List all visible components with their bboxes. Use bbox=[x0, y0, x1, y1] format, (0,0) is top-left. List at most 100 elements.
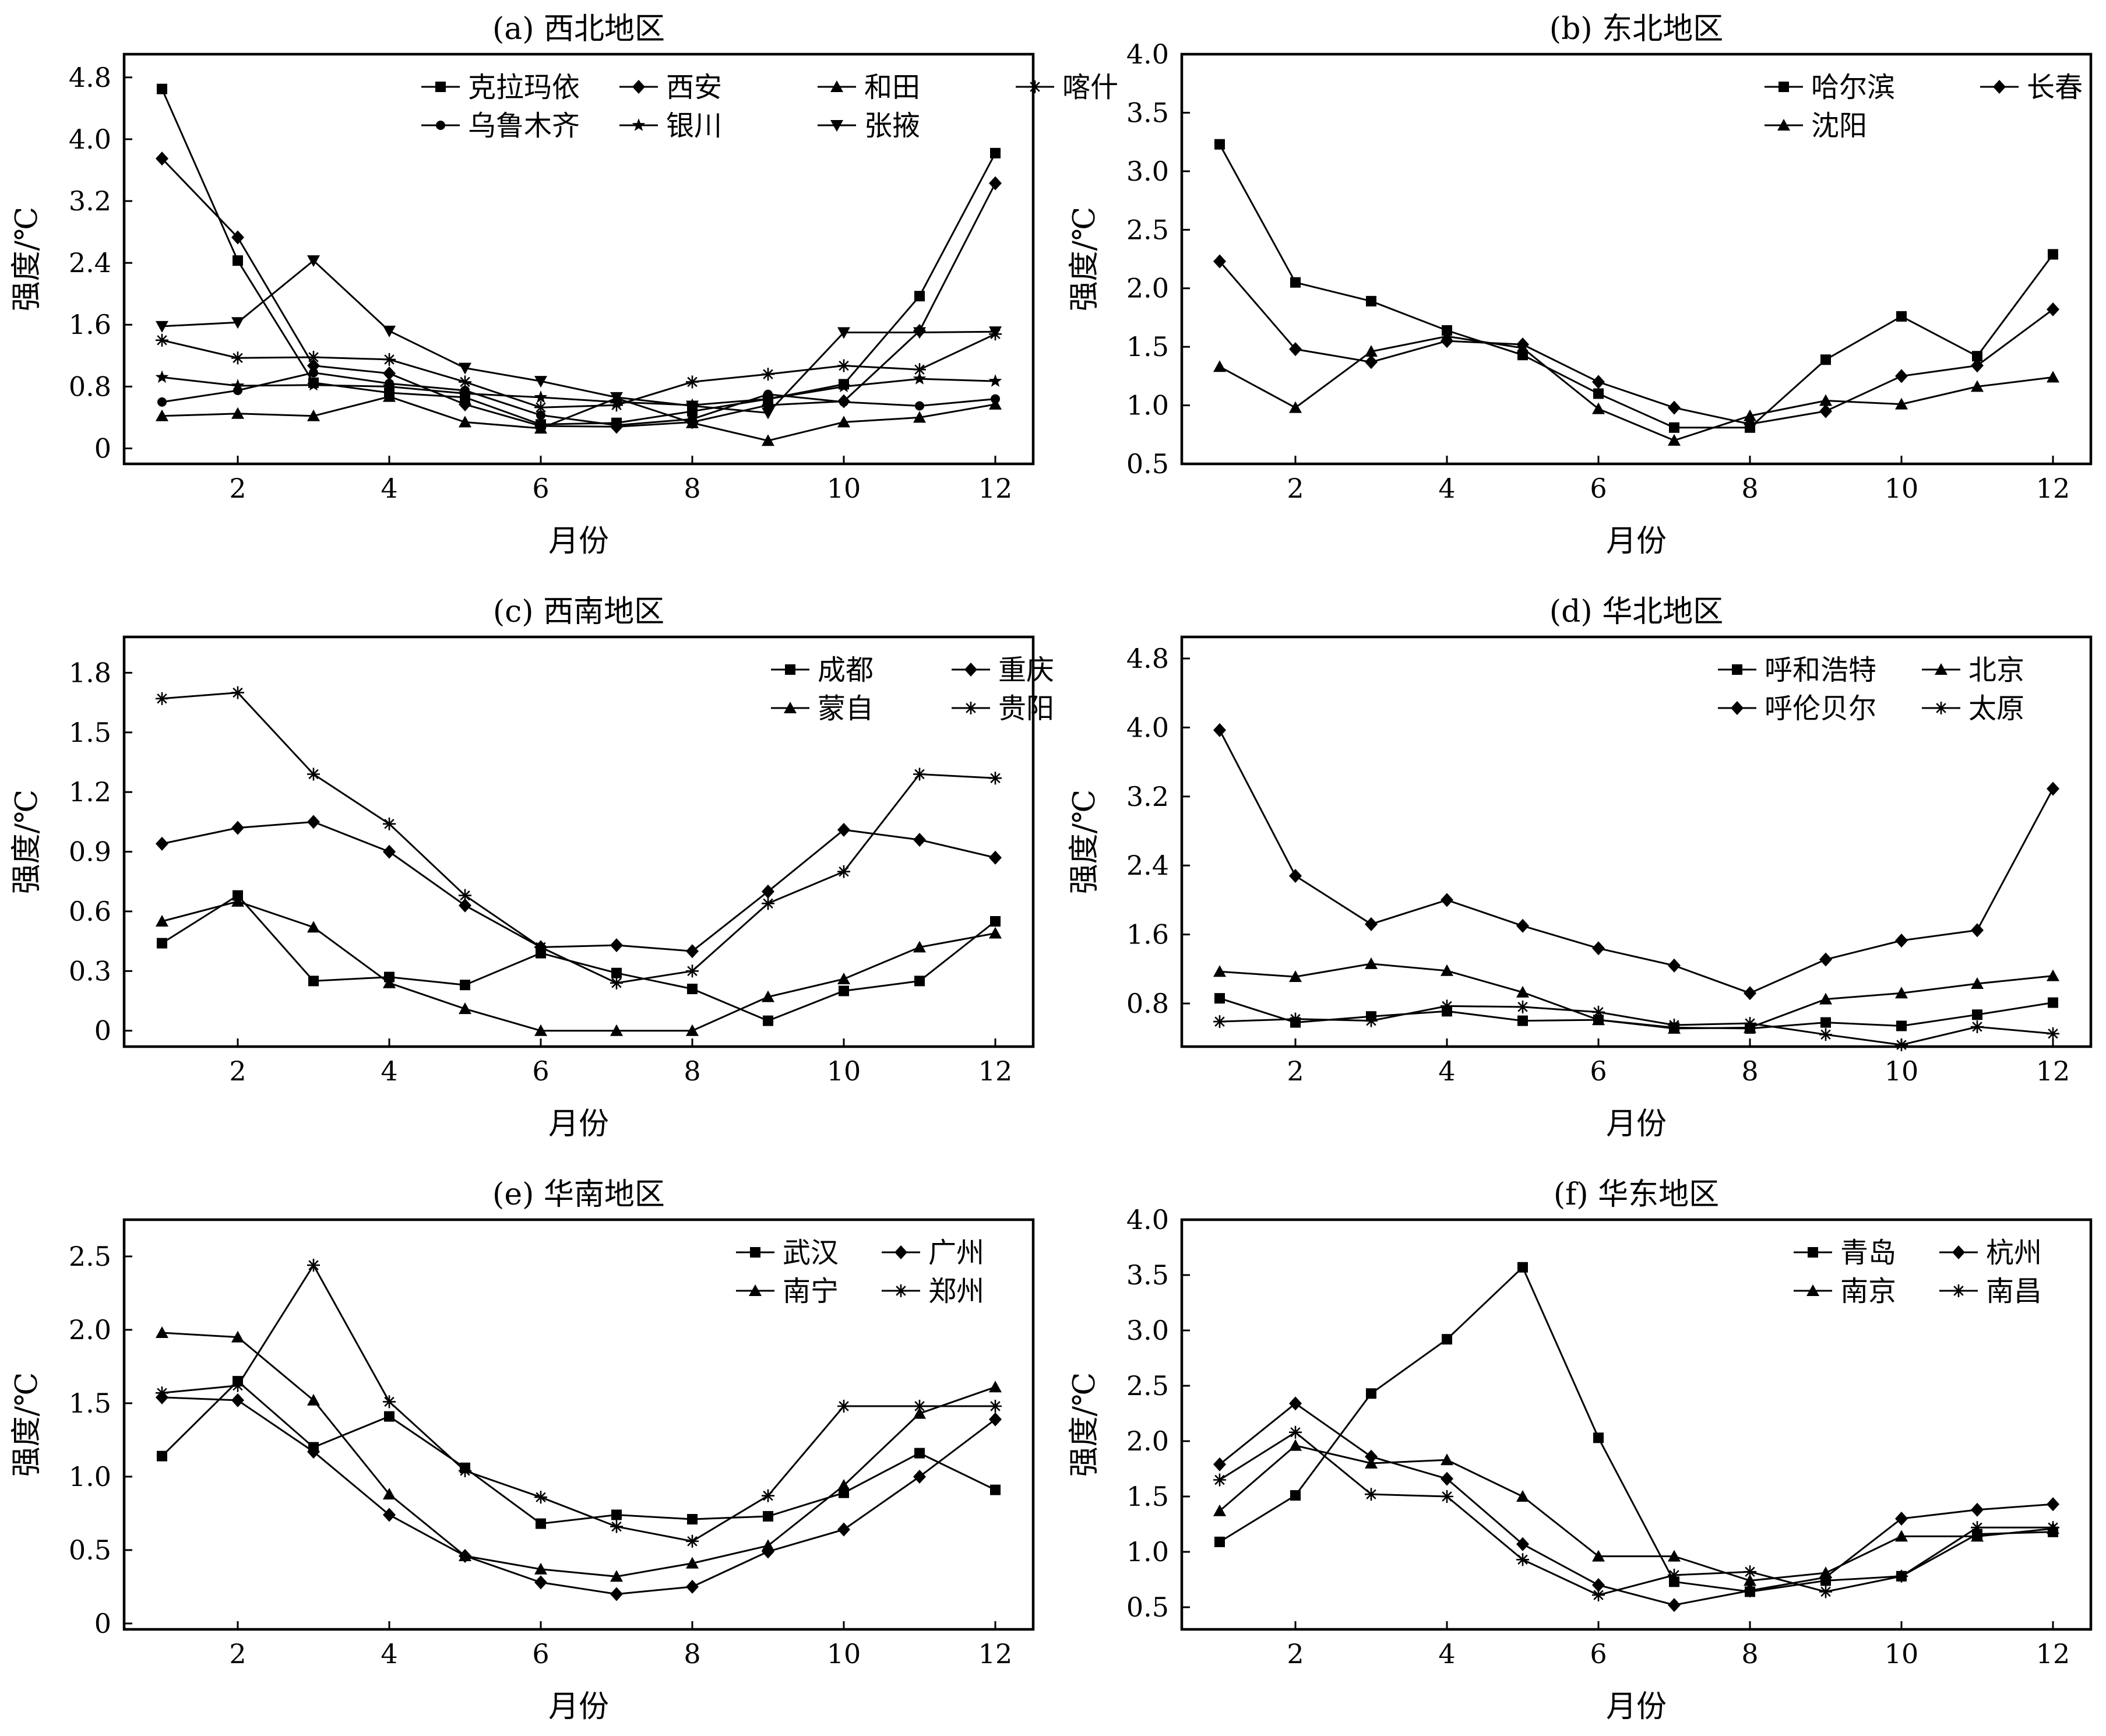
x-tick-label: 10 bbox=[827, 1638, 861, 1670]
data-point bbox=[989, 1412, 1002, 1427]
data-point bbox=[231, 317, 244, 329]
x-axis-label: 月份 bbox=[548, 1689, 609, 1724]
data-point bbox=[231, 686, 244, 699]
legend-label: 贵阳 bbox=[998, 692, 1054, 725]
data-point bbox=[1669, 422, 1679, 433]
series-line bbox=[161, 900, 996, 1032]
series-line bbox=[161, 1380, 996, 1525]
y-tick-label: 1.2 bbox=[69, 776, 111, 808]
data-point bbox=[837, 972, 850, 984]
x-tick-label: 8 bbox=[684, 1055, 700, 1087]
plot-frame bbox=[122, 635, 1035, 1048]
y-tick-label: 4.0 bbox=[1126, 38, 1169, 70]
x-tick-label: 2 bbox=[229, 1638, 246, 1670]
x-axis-label: 月份 bbox=[1606, 1689, 1667, 1724]
data-point bbox=[914, 1448, 925, 1459]
data-point bbox=[1516, 1537, 1529, 1551]
data-point bbox=[1668, 434, 1681, 446]
data-point bbox=[1971, 358, 1984, 373]
data-point bbox=[1289, 1439, 1302, 1451]
x-tick-label: 12 bbox=[2036, 1638, 2070, 1670]
series-南昌 bbox=[1213, 1425, 2059, 1602]
data-point bbox=[1668, 400, 1681, 415]
chart-title: (e) 华南地区 bbox=[492, 1177, 665, 1212]
y-axis-label: 强度/℃ bbox=[1067, 790, 1102, 895]
data-point bbox=[459, 362, 471, 375]
data-point bbox=[686, 944, 699, 959]
data-point bbox=[1895, 369, 1908, 383]
data-point bbox=[837, 327, 850, 339]
data-point bbox=[1289, 342, 1302, 357]
legend-label: 长春 bbox=[2027, 71, 2083, 104]
data-point bbox=[687, 984, 698, 995]
data-point bbox=[1213, 965, 1226, 977]
data-point bbox=[610, 976, 623, 990]
plot-frame bbox=[1180, 52, 2093, 466]
x-axis-label: 月份 bbox=[1606, 524, 1667, 559]
chart-title: (b) 东北地区 bbox=[1549, 12, 1723, 47]
series-line bbox=[1219, 335, 2054, 442]
data-point bbox=[1365, 345, 1378, 357]
data-point bbox=[686, 400, 699, 413]
x-tick-label: 2 bbox=[229, 473, 246, 504]
x-tick-label: 6 bbox=[1590, 473, 1607, 504]
data-point bbox=[610, 1520, 623, 1533]
y-tick-label: 2.0 bbox=[69, 1314, 111, 1346]
y-tick-label: 4.8 bbox=[1126, 643, 1169, 674]
y-tick-label: 0.5 bbox=[69, 1534, 111, 1566]
series-line bbox=[161, 1263, 995, 1543]
series-杭州 bbox=[1213, 1396, 2059, 1612]
y-tick-label: 0 bbox=[94, 1608, 111, 1639]
data-point bbox=[991, 394, 1000, 404]
x-tick-label: 10 bbox=[1885, 1055, 1919, 1087]
data-point bbox=[837, 865, 850, 878]
legend-label: 郑州 bbox=[928, 1275, 984, 1308]
data-point bbox=[913, 1400, 926, 1413]
x-tick-label: 12 bbox=[978, 473, 1013, 504]
series-line bbox=[161, 1332, 996, 1577]
x-tick-label: 8 bbox=[684, 1638, 700, 1670]
legend-label: 重庆 bbox=[998, 654, 1054, 686]
data-point bbox=[611, 967, 622, 978]
data-point bbox=[914, 976, 925, 987]
x-tick-label: 12 bbox=[2036, 473, 2070, 504]
data-point bbox=[989, 1381, 1002, 1393]
data-point bbox=[1744, 1017, 1756, 1030]
data-point bbox=[308, 976, 319, 987]
y-tick-label: 1.8 bbox=[69, 657, 111, 688]
data-point bbox=[990, 916, 1001, 927]
data-point bbox=[383, 844, 396, 859]
data-point bbox=[534, 941, 547, 954]
chart-title: (a) 西北地区 bbox=[492, 12, 665, 47]
legend-label: 喀什 bbox=[1062, 71, 1118, 104]
data-point bbox=[762, 1539, 774, 1551]
data-point bbox=[156, 333, 168, 347]
data-point bbox=[1516, 341, 1529, 354]
data-point bbox=[1289, 970, 1302, 983]
data-point bbox=[837, 359, 850, 372]
data-point bbox=[837, 415, 850, 428]
data-point bbox=[1668, 1568, 1681, 1582]
x-axis-label: 月份 bbox=[548, 1107, 609, 1142]
data-point bbox=[459, 397, 471, 411]
data-point bbox=[2047, 1497, 2059, 1512]
data-point bbox=[383, 325, 396, 337]
data-point bbox=[1365, 1457, 1378, 1469]
x-tick-label: 8 bbox=[684, 473, 700, 504]
data-point bbox=[612, 420, 621, 430]
legend-marker bbox=[1732, 664, 1742, 675]
data-point bbox=[1592, 1005, 1605, 1019]
y-tick-label: 1.0 bbox=[69, 1461, 111, 1492]
data-point bbox=[1895, 933, 1908, 948]
data-point bbox=[1971, 380, 1984, 392]
y-tick-label: 0.5 bbox=[1126, 1591, 1169, 1623]
y-tick-label: 4.0 bbox=[1126, 712, 1169, 743]
data-point bbox=[307, 1393, 320, 1406]
data-point bbox=[534, 421, 547, 434]
x-tick-label: 8 bbox=[1741, 1055, 1758, 1087]
data-point bbox=[1819, 1566, 1832, 1579]
legend-label: 南宁 bbox=[783, 1275, 839, 1308]
data-point bbox=[1971, 1020, 1984, 1033]
legend-marker bbox=[1029, 80, 1041, 93]
